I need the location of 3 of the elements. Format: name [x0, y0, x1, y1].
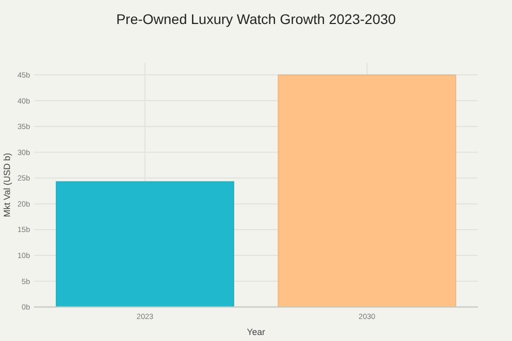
- x-axis-title: Year: [246, 327, 266, 337]
- chart-title: Pre-Owned Luxury Watch Growth 2023-2030: [116, 11, 396, 27]
- y-axis-title: Mkt Val (USD b): [2, 152, 12, 218]
